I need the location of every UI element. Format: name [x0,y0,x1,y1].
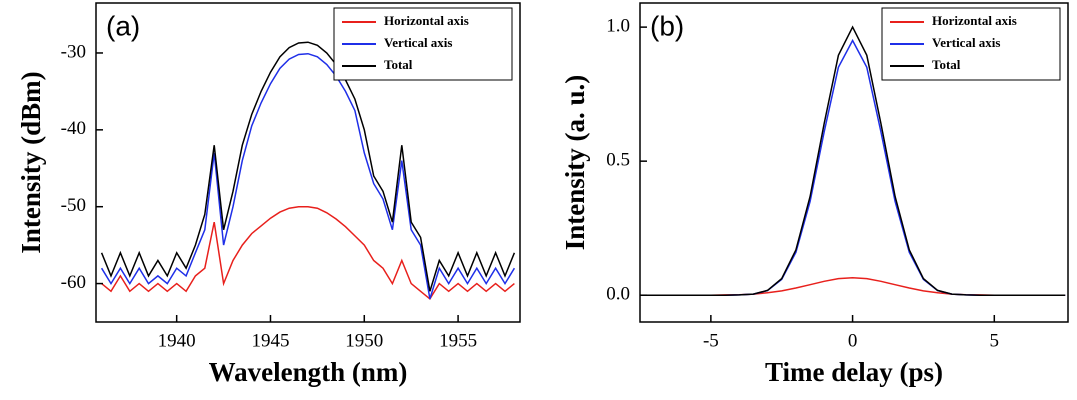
y-tick-label: 1.0 [606,15,630,36]
data-line [100,41,516,292]
data-line [100,52,516,300]
y-tick-label: 0.5 [606,150,630,171]
x-axis-title: Wavelength (nm) [209,357,408,387]
x-tick-label: 0 [848,330,858,351]
x-tick-label: 1940 [158,330,196,351]
x-tick-label: -5 [703,330,719,351]
y-tick-label: 0.0 [606,284,630,305]
legend-label: Vertical axis [384,35,452,50]
x-tick-label: 1945 [251,330,289,351]
panel-label: (a) [106,10,140,41]
x-tick-label: 1950 [345,330,383,351]
data-line [101,205,515,301]
x-axis-title: Time delay (ps) [765,357,943,387]
plot-frame [95,2,521,323]
plot-frame [639,2,1069,323]
y-tick-label: -60 [61,272,86,293]
legend-label: Total [932,57,961,72]
data-line [640,277,1066,296]
legend-label: Horizontal axis [932,13,1017,28]
y-tick-label: -40 [61,118,86,139]
legend-label: Vertical axis [932,35,1000,50]
y-axis-title: Intensity (a. u.) [560,75,590,251]
legend-label: Horizontal axis [384,13,469,28]
y-axis-title: Intensity (dBm) [16,71,46,253]
y-tick-label: -30 [61,41,86,62]
panel-label: (b) [650,10,684,41]
data-line [640,25,1066,296]
x-tick-label: 1955 [439,330,477,351]
y-tick-label: -50 [61,195,86,216]
legend-box [333,7,513,81]
legend-label: Total [384,57,413,72]
x-tick-label: 5 [990,330,1000,351]
